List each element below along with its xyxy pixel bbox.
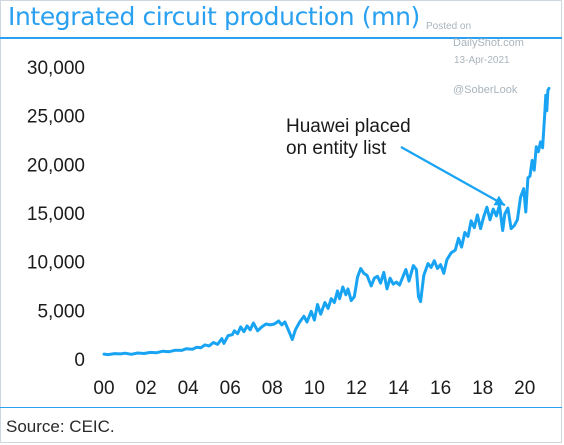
title-rule — [0, 37, 562, 39]
annotation-text: Huawei placed — [286, 116, 411, 137]
y-tick-label: 0 — [74, 350, 85, 371]
x-tick-label: 10 — [304, 378, 325, 399]
footer-rule — [0, 407, 562, 408]
x-tick-label: 08 — [262, 378, 283, 399]
annotation-arrow — [400, 146, 506, 207]
series-line — [102, 86, 551, 357]
watermark-posted: Posted on — [426, 21, 472, 32]
y-tick-label: 5,000 — [37, 301, 85, 322]
x-tick-label: 16 — [430, 378, 451, 399]
y-tick-label: 30,000 — [27, 58, 85, 79]
annotation-text: on entity list — [286, 138, 387, 159]
x-tick-label: 14 — [388, 378, 410, 399]
x-tick-label: 04 — [178, 378, 200, 399]
annotation-arrowhead — [493, 195, 505, 206]
chart-title: Integrated circuit production (mn) — [8, 2, 420, 31]
y-tick-label: 10,000 — [27, 253, 85, 274]
x-tick-label: 12 — [346, 378, 367, 399]
x-tick-label: 06 — [220, 378, 241, 399]
source-note: Source: CEIC. — [6, 417, 115, 436]
watermark-date: 13-Apr-2021 — [454, 55, 510, 66]
y-tick-label: 20,000 — [27, 155, 85, 176]
x-tick-label: 20 — [514, 378, 535, 399]
x-tick-label: 00 — [93, 378, 114, 399]
watermark-handle: @SoberLook — [453, 84, 518, 96]
x-tick-label: 18 — [472, 378, 493, 399]
x-tick-label: 02 — [136, 378, 157, 399]
y-tick-label: 25,000 — [27, 107, 85, 128]
chart-plot: 0 5,000 10,000 15,000 20,000 25,000 30,000 00 02… — [27, 58, 551, 399]
watermark-site: DailyShot.com — [453, 37, 524, 49]
y-tick-label: 15,000 — [27, 204, 85, 225]
